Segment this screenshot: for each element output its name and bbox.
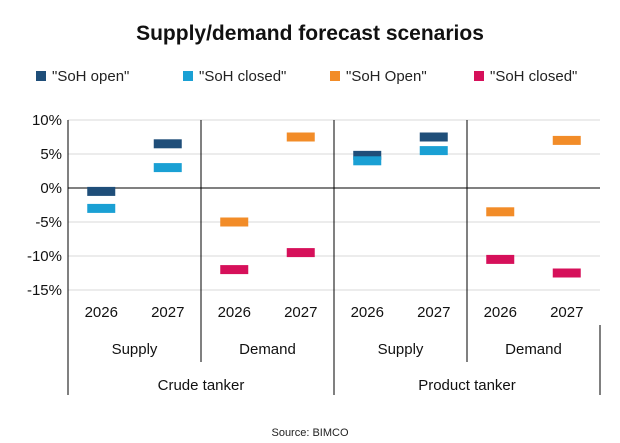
legend-label: "SoH closed" [199, 68, 286, 85]
data-mark [286, 248, 315, 258]
data-mark [286, 132, 315, 142]
data-mark [220, 265, 249, 275]
year-label: 2027 [417, 304, 450, 321]
group-label: Demand [505, 341, 562, 358]
segment-label: Crude tanker [158, 377, 245, 394]
year-label: 2026 [351, 304, 384, 321]
legend-item: "SoH closed" [183, 68, 286, 85]
legend-item: "SoH Open" [330, 68, 427, 85]
group-label: Demand [239, 341, 296, 358]
data-mark [552, 135, 581, 145]
legend: "SoH open" "SoH closed" "SoH Open" "SoH clo… [36, 68, 577, 85]
year-label: 2026 [85, 304, 118, 321]
legend-swatch [183, 71, 193, 81]
data-mark [87, 186, 116, 196]
chart-title: Supply/demand forecast scenarios [136, 22, 484, 45]
data-mark [220, 217, 249, 227]
data-marks [87, 132, 581, 278]
data-mark [353, 150, 382, 160]
year-label: 2026 [484, 304, 517, 321]
year-label: 2026 [218, 304, 251, 321]
y-tick-label: -5% [35, 214, 62, 231]
y-tick-label: 10% [32, 112, 62, 129]
year-label: 2027 [284, 304, 317, 321]
data-mark [552, 268, 581, 278]
y-tick-label: -10% [27, 248, 62, 265]
data-mark [419, 132, 448, 142]
y-tick-label: 0% [40, 180, 62, 197]
data-mark [87, 203, 116, 213]
legend-item: "SoH open" [36, 68, 129, 85]
data-mark [486, 207, 515, 217]
group-label: Supply [112, 341, 158, 358]
data-mark [153, 139, 182, 149]
y-tick-label: 5% [40, 146, 62, 163]
legend-label: "SoH open" [52, 68, 129, 85]
data-mark [419, 146, 448, 156]
legend-label: "SoH Open" [346, 68, 427, 85]
year-label: 2027 [151, 304, 184, 321]
y-axis-ticks: 10% 5% 0% -5% -10% -15% [27, 112, 62, 299]
category-axis: 2026 2027 2026 2027 2026 2027 2026 2027 Supply De… [67, 120, 601, 395]
data-mark [153, 163, 182, 173]
data-mark [486, 254, 515, 264]
group-label: Supply [378, 341, 424, 358]
y-tick-label: -15% [27, 282, 62, 299]
year-label: 2027 [550, 304, 583, 321]
legend-swatch [330, 71, 340, 81]
segment-label: Product tanker [418, 377, 516, 394]
data-mark [353, 156, 382, 166]
chart-source: Source: BIMCO [271, 427, 348, 439]
legend-swatch [36, 71, 46, 81]
legend-label: "SoH closed" [490, 68, 577, 85]
legend-swatch [474, 71, 484, 81]
legend-item: "SoH closed" [474, 68, 577, 85]
